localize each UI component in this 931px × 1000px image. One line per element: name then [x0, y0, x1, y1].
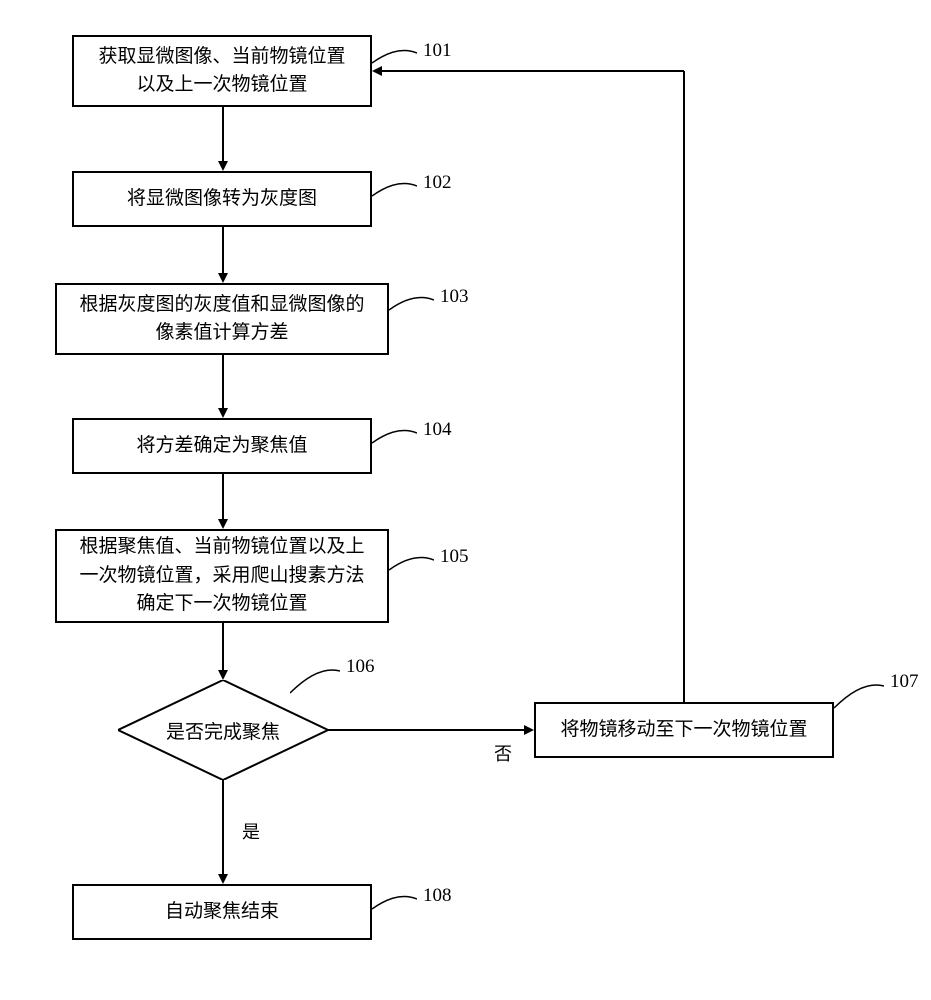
node-label: 将方差确定为聚焦值 [136, 432, 307, 461]
node-label: 将显微图像转为灰度图 [127, 185, 317, 214]
leader-line-101 [372, 45, 417, 65]
step-number-101: 101 [423, 40, 452, 62]
edge-label-yes: 是 [242, 818, 260, 844]
leader-line-108 [372, 891, 417, 911]
arrow-107-101-feedback [372, 64, 692, 704]
node-label: 获取显微图像、当前物镜位置以及上一次物镜位置 [98, 43, 345, 100]
leader-line-107 [834, 680, 884, 710]
flowchart-decision-106: 是否完成聚焦 [118, 680, 328, 780]
node-label: 根据聚焦值、当前物镜位置以及上一次物镜位置，采用爬山搜素方法确定下一次物镜位置 [79, 533, 364, 619]
step-number-108: 108 [423, 885, 452, 907]
leader-line-106 [290, 665, 340, 695]
step-number-107: 107 [890, 671, 919, 693]
flowchart-node-108: 自动聚焦结束 [72, 884, 372, 940]
arrow-106-108-yes [216, 780, 230, 886]
flowchart-node-101: 获取显微图像、当前物镜位置以及上一次物镜位置 [72, 35, 372, 107]
arrow-101-102 [216, 107, 230, 173]
node-label: 自动聚焦结束 [165, 898, 279, 927]
node-label: 将物镜移动至下一次物镜位置 [560, 716, 807, 745]
flowchart-node-105: 根据聚焦值、当前物镜位置以及上一次物镜位置，采用爬山搜素方法确定下一次物镜位置 [55, 529, 389, 623]
flowchart-node-107: 将物镜移动至下一次物镜位置 [534, 702, 834, 758]
flowchart-node-102: 将显微图像转为灰度图 [72, 171, 372, 227]
arrow-103-104 [216, 355, 230, 420]
flowchart-node-104: 将方差确定为聚焦值 [72, 418, 372, 474]
node-label: 是否完成聚焦 [166, 717, 280, 744]
edge-label-no: 否 [494, 740, 512, 766]
step-number-106: 106 [346, 656, 375, 678]
arrow-106-107-no [328, 723, 536, 737]
flowchart-node-103: 根据灰度图的灰度值和显微图像的像素值计算方差 [55, 283, 389, 355]
arrow-105-106 [216, 623, 230, 682]
arrow-102-103 [216, 227, 230, 285]
arrow-104-105 [216, 474, 230, 531]
node-label: 根据灰度图的灰度值和显微图像的像素值计算方差 [79, 291, 364, 348]
